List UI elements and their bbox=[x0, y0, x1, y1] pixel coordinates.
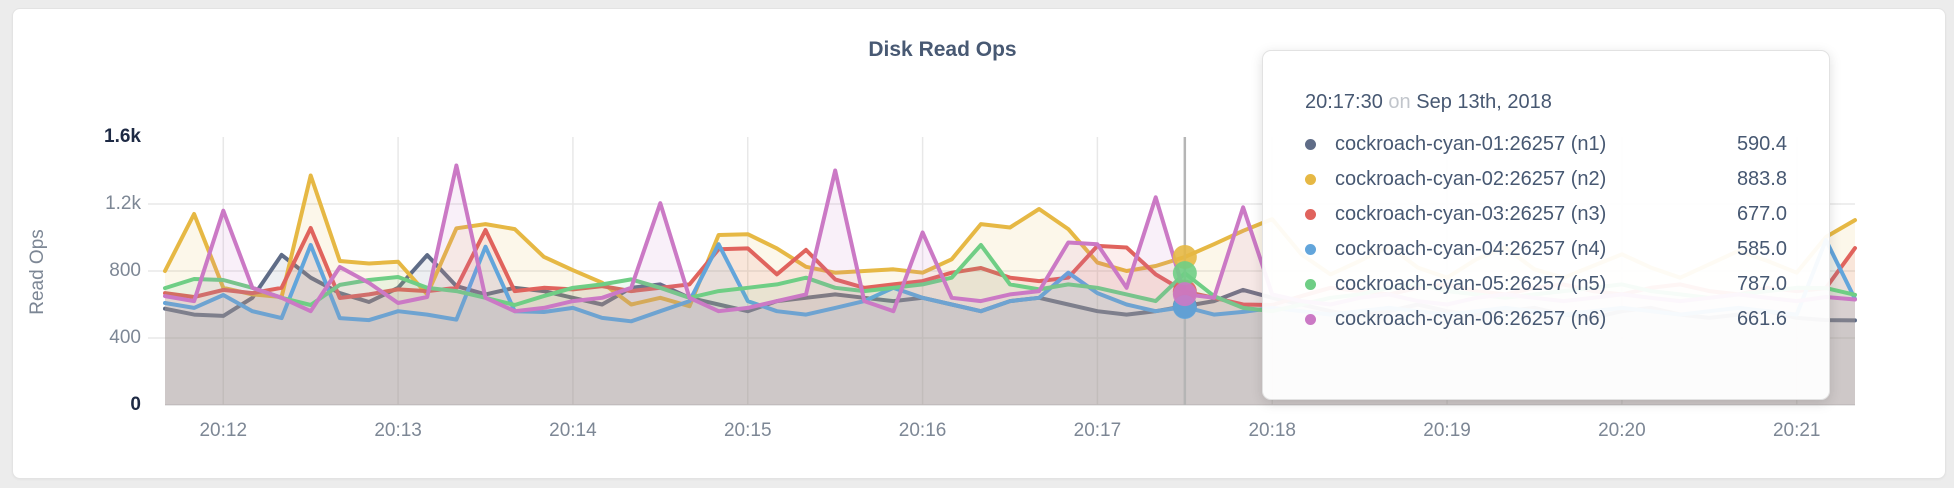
series-dot-icon bbox=[1305, 174, 1316, 185]
x-tick-20:20: 20:20 bbox=[1598, 420, 1646, 441]
tooltip-series-value: 661.6 bbox=[1736, 308, 1787, 330]
x-tick-20:13: 20:13 bbox=[374, 420, 422, 441]
x-tick-20:12: 20:12 bbox=[199, 420, 248, 441]
tooltip-series-value: 585.0 bbox=[1736, 238, 1787, 260]
tooltip-row: cockroach-cyan-06:26257 (n6) 661.6 bbox=[1305, 302, 1787, 337]
y-tick-800: 800 bbox=[109, 260, 141, 281]
chart-title: Disk Read Ops bbox=[868, 38, 1017, 61]
tooltip-series-label: cockroach-cyan-03:26257 (n3) bbox=[1335, 203, 1607, 225]
x-tick-20:19: 20:19 bbox=[1423, 420, 1471, 441]
tooltip-row: cockroach-cyan-03:26257 (n3) 677.0 bbox=[1305, 197, 1787, 232]
tooltip-series-value: 590.4 bbox=[1736, 133, 1787, 155]
tooltip-row: cockroach-cyan-02:26257 (n2) 883.8 bbox=[1305, 162, 1787, 197]
tooltip-series-label: cockroach-cyan-06:26257 (n6) bbox=[1335, 308, 1607, 330]
tooltip-series-label: cockroach-cyan-04:26257 (n4) bbox=[1335, 238, 1607, 260]
x-tick-20:14: 20:14 bbox=[549, 420, 597, 441]
tooltip-row: cockroach-cyan-05:26257 (n5) 787.0 bbox=[1305, 267, 1787, 302]
tooltip-on-word: on bbox=[1388, 91, 1411, 113]
x-tick-20:17: 20:17 bbox=[1073, 420, 1122, 441]
tooltip-series-label: cockroach-cyan-05:26257 (n5) bbox=[1335, 273, 1607, 295]
y-tick-1.6k: 1.6k bbox=[104, 126, 141, 147]
tooltip-series-value: 787.0 bbox=[1736, 273, 1787, 295]
series-dot-icon bbox=[1305, 139, 1316, 150]
tooltip-series-label: cockroach-cyan-01:26257 (n1) bbox=[1335, 133, 1607, 155]
y-tick-0: 0 bbox=[130, 394, 141, 415]
x-tick-20:15: 20:15 bbox=[723, 420, 772, 441]
tooltip-series-value: 883.8 bbox=[1736, 168, 1787, 190]
hover-dot-n5 bbox=[1172, 261, 1197, 286]
tooltip-series-label: cockroach-cyan-02:26257 (n2) bbox=[1335, 168, 1607, 190]
series-dot-icon bbox=[1305, 209, 1316, 220]
y-tick-1.2k: 1.2k bbox=[105, 193, 141, 214]
tooltip-row: cockroach-cyan-04:26257 (n4) 585.0 bbox=[1305, 232, 1787, 267]
tooltip-series-value: 677.0 bbox=[1736, 203, 1787, 225]
series-dot-icon bbox=[1305, 314, 1316, 325]
series-dot-icon bbox=[1305, 244, 1316, 255]
tooltip-header: 20:17:30 on Sep 13th, 2018 bbox=[1305, 91, 1787, 114]
tooltip-rows: cockroach-cyan-01:26257 (n1) 590.4 cockroa… bbox=[1305, 127, 1787, 337]
series-dot-icon bbox=[1305, 279, 1316, 290]
x-tick-20:18: 20:18 bbox=[1248, 420, 1296, 441]
tooltip-date: Sep 13th, 2018 bbox=[1416, 91, 1552, 113]
tooltip-time: 20:17:30 bbox=[1305, 91, 1383, 113]
x-tick-20:16: 20:16 bbox=[898, 420, 947, 441]
hover-tooltip: 20:17:30 on Sep 13th, 2018 cockroach-cya… bbox=[1262, 50, 1830, 400]
hover-dot-n6 bbox=[1172, 282, 1197, 307]
y-tick-400: 400 bbox=[109, 327, 141, 348]
tooltip-row: cockroach-cyan-01:26257 (n1) 590.4 bbox=[1305, 127, 1787, 162]
x-tick-20:21: 20:21 bbox=[1772, 420, 1821, 441]
